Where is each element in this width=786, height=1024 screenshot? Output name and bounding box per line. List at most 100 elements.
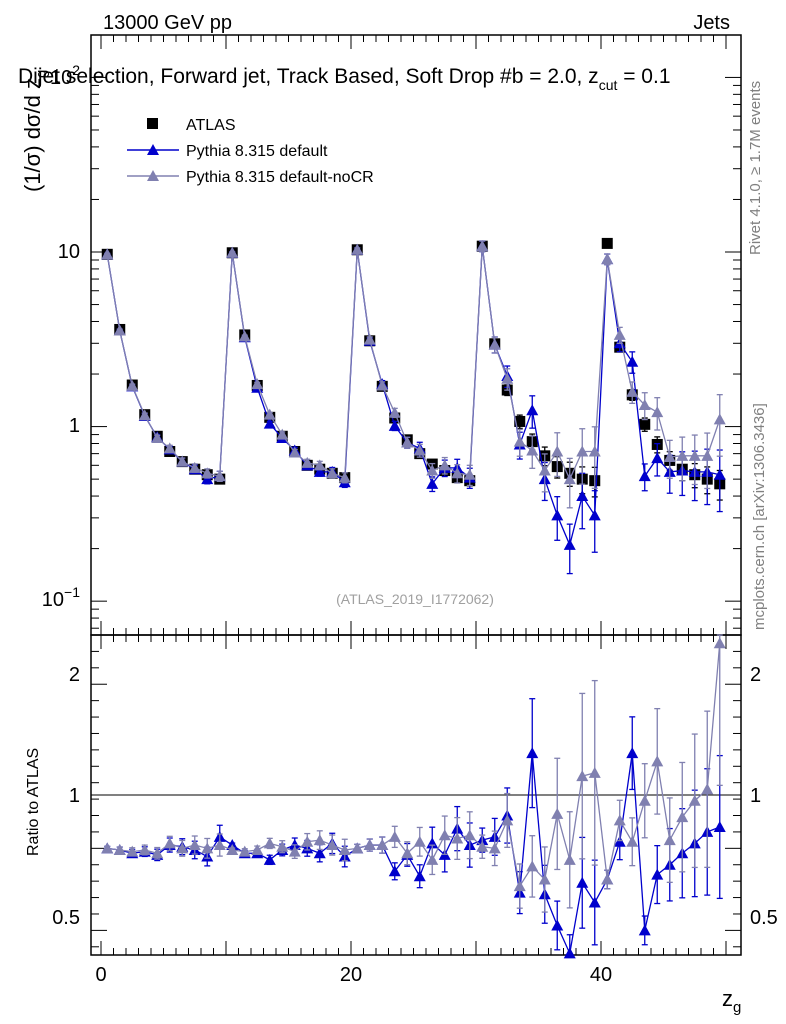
data-point-nocr-13 <box>263 408 276 420</box>
ratio-y-tick-label-2-right: 2 <box>750 664 761 686</box>
data-point-nocr-47 <box>688 434 701 486</box>
data-point-nocr-10 <box>226 246 239 258</box>
data-point-nocr-17 <box>313 459 326 471</box>
ratio-y-tick-label-2-left: 2 <box>69 664 80 686</box>
data-point-default-34 <box>526 395 539 429</box>
analysis-id: (ATLAS_2019_I1772062) <box>336 591 494 607</box>
ratio-point-nocr-11 <box>238 845 251 857</box>
data-point-nocr-31 <box>488 336 501 354</box>
legend-marker-default <box>147 144 159 155</box>
ratio-y-tick-label-1-left: 1 <box>69 785 80 807</box>
data-point-nocr-41 <box>613 326 626 344</box>
ratio-point-nocr-12 <box>251 843 264 855</box>
data-point-nocr-34 <box>526 435 539 469</box>
ratio-y-tick-label-1-right: 1 <box>750 785 761 807</box>
x-tick-label-20: 20 <box>340 964 362 986</box>
data-point-nocr-21 <box>363 333 376 345</box>
data-point-default-37 <box>563 523 576 575</box>
ratio-point-nocr-28 <box>451 816 464 861</box>
data-point-nocr-8 <box>201 467 214 479</box>
data-point-nocr-9 <box>213 470 226 482</box>
ratio-point-nocr-22 <box>376 836 389 854</box>
ratio-point-nocr-42 <box>626 817 639 867</box>
data-point-nocr-27 <box>438 456 451 475</box>
ratio-y-tick-label-05-right: 0.5 <box>750 907 778 929</box>
data-point-nocr-30 <box>476 240 489 253</box>
legend: ATLAS Pythia 8.315 default Pythia 8.315 … <box>127 117 374 186</box>
ratio-point-nocr-31 <box>488 830 501 867</box>
legend-label-nocr: Pythia 8.315 default-noCR <box>186 169 374 186</box>
ratio-point-nocr-32 <box>501 792 514 848</box>
ratio-point-default-13 <box>263 853 276 866</box>
data-point-nocr-5 <box>163 442 176 454</box>
data-point-nocr-40 <box>601 253 614 266</box>
data-point-nocr-25 <box>413 443 426 458</box>
x-tick-label-0: 0 <box>95 964 106 986</box>
energy-label: 13000 GeV pp <box>103 12 232 34</box>
ratio-point-default-37 <box>563 934 576 959</box>
ratio-point-nocr-26 <box>426 844 439 876</box>
data-point-nocr-14 <box>276 428 289 440</box>
ratio-point-nocr-8 <box>201 837 214 859</box>
ratio-point-nocr-17 <box>313 830 326 851</box>
data-point-nocr-2 <box>126 379 139 391</box>
data-point-nocr-46 <box>676 436 689 482</box>
data-point-nocr-37 <box>563 457 576 509</box>
ratio-point-nocr-24 <box>401 841 414 866</box>
ratio-point-nocr-19 <box>338 838 351 862</box>
ratio-point-default-44 <box>651 844 664 905</box>
legend-marker-nocr <box>147 170 159 181</box>
plot-title-subscript: cut <box>599 77 618 93</box>
data-point-default-36 <box>551 496 564 541</box>
axis-ticks <box>91 35 741 955</box>
ratio-point-default-23 <box>388 862 401 881</box>
ratio-point-default-34 <box>526 698 539 809</box>
ratio-point-nocr-44 <box>651 707 664 815</box>
ratio-point-default-42 <box>626 716 639 791</box>
data-point-default-44 <box>651 442 664 477</box>
data-point-nocr-6 <box>176 455 189 467</box>
ratio-point-default-43 <box>638 915 651 946</box>
ratio-y-axis-title: Ratio to ATLAS <box>25 748 42 856</box>
data-point-atlas-33 <box>514 414 526 430</box>
ratio-point-nocr-49 <box>713 634 726 787</box>
data-point-nocr-7 <box>188 461 201 473</box>
data-point-nocr-3 <box>138 409 151 421</box>
plot-title: Dijet selection, Forward jet, Track Base… <box>18 65 671 93</box>
data-point-atlas-40 <box>601 237 613 249</box>
data-point-nocr-20 <box>351 243 364 255</box>
data-point-default-39 <box>588 490 601 553</box>
category-label: Jets <box>693 12 730 34</box>
main-y-tick-label-1: 1 <box>69 415 80 437</box>
legend-marker-atlas <box>147 118 158 129</box>
mcplots-label: mcplots.cern.ch [arXiv:1306.3436] <box>751 403 768 630</box>
ratio-point-nocr-45 <box>663 797 676 883</box>
ratio-point-nocr-27 <box>438 815 451 855</box>
data-point-nocr-11 <box>238 330 251 342</box>
data-point-default-43 <box>638 463 651 492</box>
ratio-point-nocr-36 <box>551 757 564 871</box>
main-y-tick-label-10: 10 <box>58 241 80 263</box>
data-point-nocr-19 <box>338 471 351 484</box>
main-data-layer <box>101 237 726 575</box>
data-point-default-42 <box>626 351 639 374</box>
data-point-nocr-48 <box>701 432 714 490</box>
data-point-nocr-45 <box>663 439 676 479</box>
data-point-nocr-1 <box>113 324 126 336</box>
data-point-nocr-29 <box>463 464 476 487</box>
data-point-nocr-44 <box>651 397 664 431</box>
data-point-nocr-24 <box>401 436 414 449</box>
data-point-nocr-0 <box>101 248 114 260</box>
ratio-point-nocr-37 <box>563 811 576 909</box>
data-point-nocr-33 <box>513 428 526 457</box>
ratio-point-default-25 <box>413 864 426 889</box>
ratio-point-nocr-13 <box>263 837 276 850</box>
ratio-point-nocr-25 <box>413 826 426 857</box>
ratio-point-default-36 <box>551 900 564 951</box>
data-point-nocr-35 <box>538 453 551 493</box>
plot-title-tail: = 0.1 <box>617 65 670 88</box>
data-point-nocr-49 <box>713 394 726 457</box>
rivet-label: Rivet 4.1.0, ≥ 1.7M events <box>747 81 764 255</box>
data-point-nocr-16 <box>301 456 314 468</box>
